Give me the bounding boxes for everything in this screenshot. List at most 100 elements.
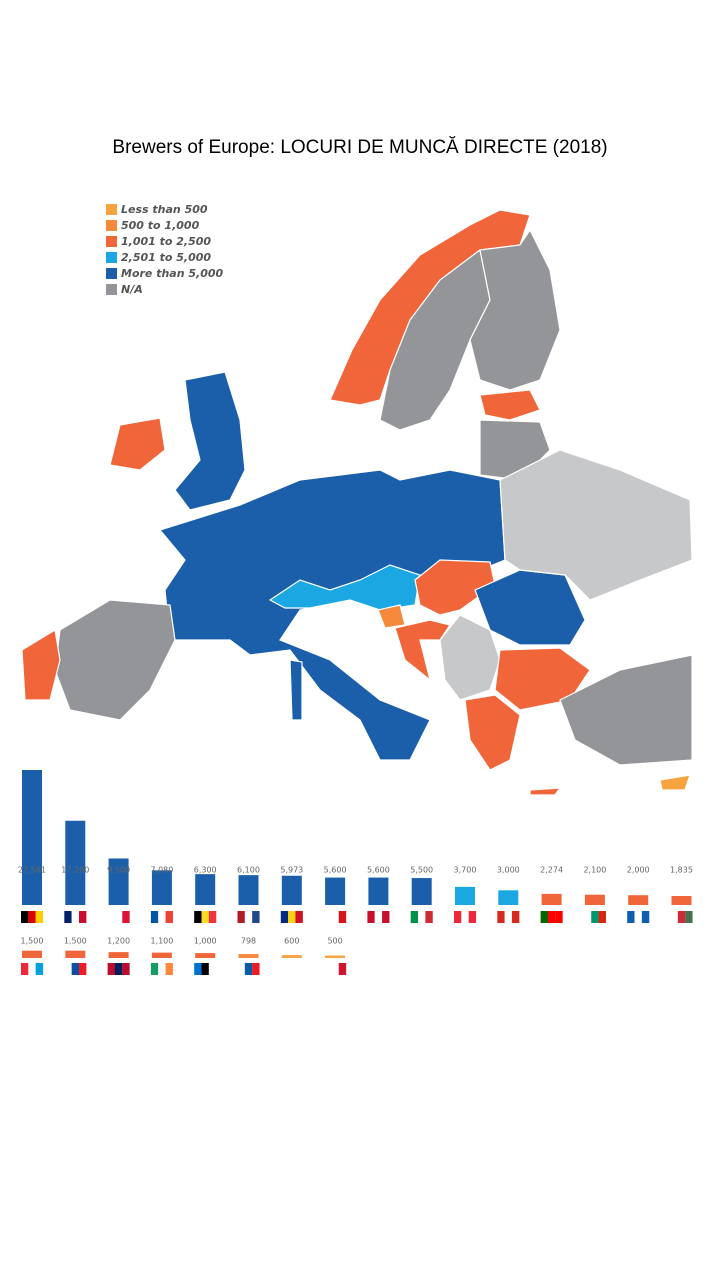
flag: [252, 963, 260, 975]
bar: [65, 820, 86, 905]
flag: [201, 963, 209, 975]
flag: [591, 911, 599, 923]
flag: [35, 911, 44, 923]
legend-swatch: [106, 284, 117, 295]
flag: [35, 963, 44, 975]
legend-swatch: [106, 268, 117, 279]
bar: [108, 952, 129, 958]
flag: [208, 911, 217, 923]
bar: [151, 870, 172, 905]
flag: [685, 911, 693, 923]
bar: [584, 894, 605, 905]
flag: [201, 911, 209, 923]
flag: [150, 963, 159, 975]
flag: [288, 911, 296, 923]
bar: [22, 950, 42, 958]
legend-label: N/A: [121, 283, 143, 296]
flag: [331, 911, 339, 923]
bar: [151, 952, 172, 958]
flag: [374, 911, 383, 923]
flag: [78, 963, 87, 975]
flag: [295, 911, 303, 923]
value-label: 1,100: [150, 937, 173, 946]
flag: [324, 911, 332, 923]
legend-label: 2,501 to 5,000: [121, 251, 211, 264]
bar: [195, 953, 216, 958]
flag: [280, 911, 289, 923]
bar: [671, 896, 692, 905]
legend-swatch: [106, 252, 117, 263]
flag: [158, 911, 166, 923]
flag: [237, 911, 245, 923]
value-label: 5,973: [280, 866, 303, 875]
value-label: 798: [241, 937, 256, 946]
flag: [504, 911, 513, 923]
flag: [670, 911, 678, 923]
flag: [237, 963, 245, 975]
flag: [454, 911, 462, 923]
bar: [368, 877, 389, 905]
flag: [324, 963, 332, 975]
value-label: 2,100: [583, 866, 606, 875]
value-label: 7,080: [150, 866, 173, 875]
flag: [122, 911, 130, 923]
value-label: 3,700: [454, 866, 477, 875]
value-label: 6,300: [194, 866, 217, 875]
flag: [468, 911, 477, 923]
value-label: 9,500: [107, 866, 130, 875]
value-label: 1,200: [107, 937, 130, 946]
bar: [455, 886, 475, 905]
bar: [195, 874, 216, 905]
flag: [338, 963, 347, 975]
flag: [28, 963, 36, 975]
legend-label: Less than 500: [121, 203, 208, 216]
flag: [28, 911, 36, 923]
flag: [540, 911, 548, 923]
bar: [65, 950, 86, 958]
flag: [150, 911, 159, 923]
bar: [628, 895, 649, 905]
flag: [461, 911, 469, 923]
flag: [71, 911, 80, 923]
bar: [22, 770, 42, 905]
bar-chart: 27,561 17,200 9,500 7,080 6,300 6,100 5,973 5,6…: [18, 770, 693, 975]
value-label: 5,500: [410, 866, 433, 875]
bar: [411, 878, 432, 905]
flag: [555, 911, 563, 923]
flag: [338, 911, 347, 923]
flag: [21, 963, 29, 975]
flag: [165, 963, 173, 975]
flag: [114, 963, 123, 975]
flag: [677, 911, 686, 923]
flag: [252, 911, 260, 923]
flag: [71, 963, 80, 975]
chart-title: Brewers of Europe: LOCURI DE MUNCĂ DIREC…: [112, 137, 607, 158]
flag: [627, 911, 635, 923]
bar: [238, 954, 259, 958]
bar: [238, 875, 259, 905]
bar: [498, 890, 519, 905]
value-label: 2,274: [540, 866, 563, 875]
flag: [583, 911, 592, 923]
flag: [208, 963, 217, 975]
flag: [244, 911, 253, 923]
legend-swatch: [106, 220, 117, 231]
flag: [295, 963, 303, 975]
flag: [497, 911, 505, 923]
flag: [78, 911, 87, 923]
value-label: 2,000: [627, 866, 650, 875]
flag: [425, 911, 433, 923]
bar: [108, 858, 129, 905]
europe-map: [21, 209, 693, 796]
flag: [21, 911, 29, 923]
value-label: 6,100: [237, 866, 260, 875]
value-label: 27,561: [18, 866, 46, 875]
flag: [331, 963, 339, 975]
flag: [165, 911, 173, 923]
value-label: 5,600: [367, 866, 390, 875]
value-label: 1,835: [670, 866, 693, 875]
legend-label: 1,001 to 2,500: [121, 235, 211, 248]
flag: [107, 963, 115, 975]
bar: [541, 893, 562, 905]
